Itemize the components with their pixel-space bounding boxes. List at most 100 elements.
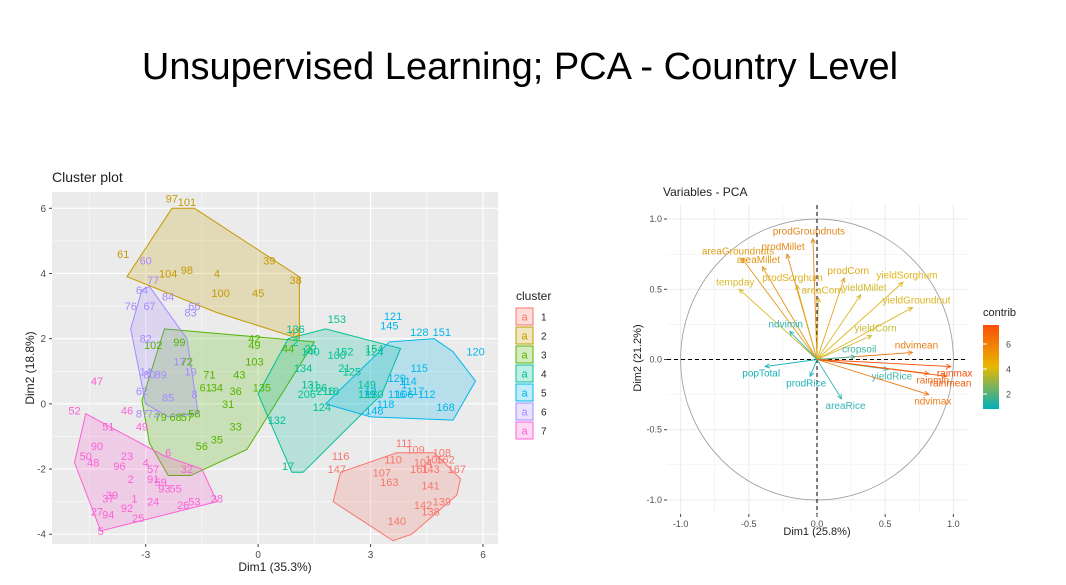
cluster-4-point-label: 126: [309, 383, 327, 395]
legend-label-5: 5: [541, 389, 547, 400]
vector-arrowhead: [923, 370, 930, 376]
cluster-5-point-label: 117: [407, 386, 425, 398]
legend-key-symbol: a: [521, 426, 528, 438]
cluster-y-label: Dim2 (18.8%): [23, 331, 37, 404]
cluster-5-point-label: 1: [401, 379, 407, 391]
vector-arrowhead: [850, 354, 857, 360]
cluster-6-point-label: 8: [191, 389, 197, 401]
vector-arrowhead: [764, 363, 771, 369]
cluster-5-point-label: 145: [380, 321, 398, 333]
cluster-3-point-label: 35: [211, 435, 223, 447]
vector-tempday: [738, 288, 818, 360]
cluster-4-point-label: 22: [304, 343, 316, 355]
cluster-4-point-label: 119: [358, 389, 376, 401]
slide-title: Unsupervised Learning; PCA - Country Lev…: [141, 46, 899, 88]
cluster-3-point-label: 71: [203, 370, 215, 382]
vector-areaGroundnuts: [741, 258, 818, 360]
x-tick-label: 3: [368, 550, 374, 561]
cluster-6-point-label: 17: [173, 356, 185, 368]
cluster-4-point-label: 154: [365, 343, 383, 355]
cluster-1-point-label: 110: [384, 454, 402, 466]
cluster-7-point-label: 37: [102, 493, 114, 505]
cluster-3-point-label: 31: [222, 399, 234, 411]
cluster-6-point-label: 67: [143, 301, 155, 313]
cluster-6-point-label: 89: [155, 370, 167, 382]
cluster-5-point-label: 106: [395, 389, 413, 401]
cluster-1-point-label: 105: [425, 454, 443, 466]
vector-arrowhead: [856, 294, 862, 300]
vector-arrowhead: [810, 237, 816, 244]
cluster-6-point-label: 84: [162, 291, 174, 303]
cluster-2-point-label: 38: [289, 275, 301, 287]
y-tick-label: -2: [37, 465, 46, 476]
legend-label-4: 4: [541, 370, 547, 381]
vector-arrowhead: [840, 277, 846, 284]
cluster-1-point-label: 108: [433, 448, 451, 460]
cluster-plot: Cluster plot 116147111109110108105162104…: [23, 169, 551, 574]
cluster-4-point-label: 216: [316, 386, 334, 398]
vector-label-rainmean: rainmean: [930, 378, 972, 389]
vector-label-yieldSorghum: yieldSorghum: [876, 270, 937, 281]
cluster-5-point-label: 12: [364, 386, 376, 398]
cluster-4-point-label: 134: [294, 363, 312, 375]
cluster-4-point-label: 206: [298, 389, 316, 401]
cluster-plot-title: Cluster plot: [52, 169, 123, 185]
vector-label-areaRice: areaRice: [826, 401, 866, 412]
cluster-4-point-label: 124: [365, 347, 383, 359]
pca-y-label: Dim2 (21.2%): [632, 324, 644, 391]
cluster-5-point-label: 128: [410, 327, 428, 339]
cluster-4-point-label: 100: [328, 350, 346, 362]
cluster-2-point-label: 104: [159, 268, 177, 280]
pca-y-tick-label: 0.0: [649, 355, 662, 365]
cluster-3-point-label: 42: [248, 334, 260, 346]
vector-yieldSorghum: [816, 281, 904, 360]
cluster-4-point-label: 153: [328, 314, 346, 326]
vector-label-rainmax: rainmax: [937, 369, 973, 380]
legend-key-1: [515, 307, 534, 326]
cluster-7-point-label: 5: [98, 526, 104, 538]
vector-yieldMillet: [816, 294, 862, 360]
vector-label-areaGroundnuts: areaGroundnuts: [702, 246, 774, 257]
legend-label-7: 7: [541, 427, 547, 438]
cluster-1-point-label: 161: [410, 464, 428, 476]
cluster-7-point-label: 27: [91, 506, 103, 518]
cluster-1-point-label: 138: [421, 506, 439, 518]
vector-rainmax: [816, 359, 951, 367]
vector-prodRice: [809, 359, 818, 377]
pca-y-tick-label: -1.0: [646, 495, 662, 505]
vector-arrowhead: [741, 257, 747, 264]
cluster-5-point-label: 168: [436, 402, 454, 414]
cluster-4-point-label: 124: [313, 402, 331, 414]
vector-arrowhead: [945, 363, 952, 369]
cluster-3-point-label: 36: [230, 386, 242, 398]
cluster-x-label: Dim1 (35.3%): [238, 560, 311, 574]
cluster-7-point-label: 24: [147, 497, 159, 509]
cluster-3-point-label: 44: [282, 343, 294, 355]
cluster-3-point-label: 56: [196, 441, 208, 453]
y-tick-label: -4: [37, 530, 46, 541]
colorbar-tick-label: 6: [1006, 340, 1011, 350]
cluster-1-hull: [332, 452, 462, 542]
vector-rainmean: [816, 359, 947, 377]
cluster-5-point-label: 116: [388, 389, 406, 401]
cluster-6-point-label: 19: [185, 366, 197, 378]
cluster-3-point-label: 49: [248, 340, 260, 352]
pca-x-tick-label: -0.5: [741, 519, 757, 529]
vector-arrowhead: [815, 296, 821, 303]
cluster-4-point-label: 149: [358, 379, 376, 391]
vector-label-areaMillet: areaMillet: [737, 255, 781, 266]
cluster-6-point-label: 60: [140, 255, 152, 267]
vector-arrowhead: [907, 350, 914, 356]
cluster-7-point-label: 90: [91, 441, 103, 453]
cluster-7-point-label: 25: [132, 513, 144, 525]
pca-x-tick-label: 0.5: [879, 519, 892, 529]
cluster-2-point-label: 98: [181, 265, 193, 277]
cluster-7-point-label: 48: [87, 458, 99, 470]
cluster-3-point-label: 79: [155, 412, 167, 424]
cluster-7-point-label: 55: [170, 484, 182, 496]
legend-key-5: [515, 383, 534, 402]
cluster-5-point-label: 115: [411, 363, 429, 375]
pca-x-tick-label: -1.0: [673, 519, 689, 529]
cluster-5-point-label: 151: [433, 327, 451, 339]
cluster-3-point-label: 43: [233, 370, 245, 382]
